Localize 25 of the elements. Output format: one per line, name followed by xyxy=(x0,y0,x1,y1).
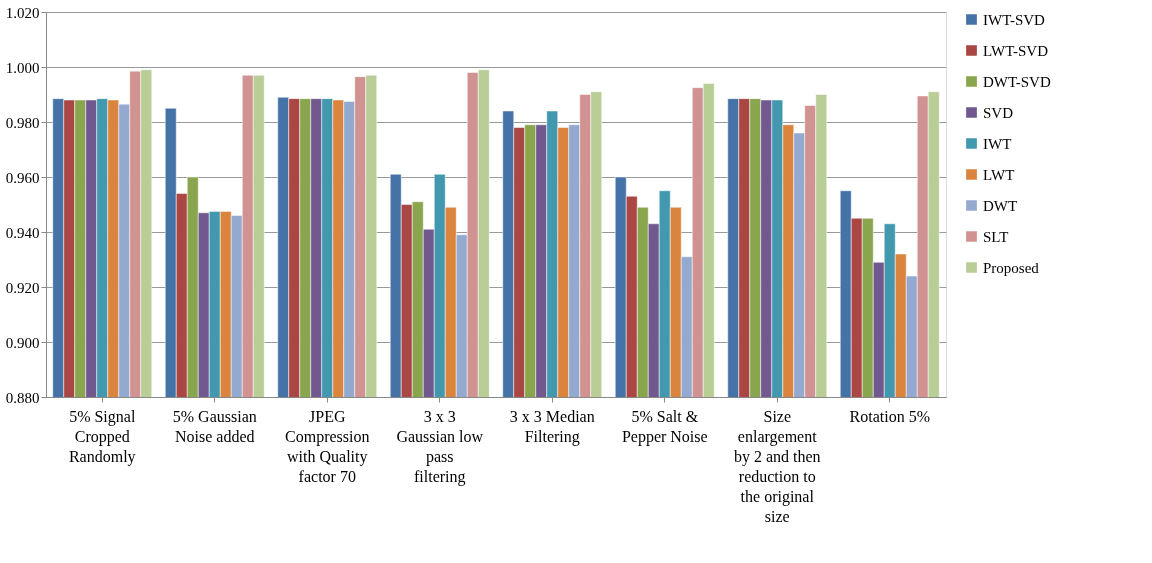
x-tick-label: JPEG Compression with Quality factor 70 xyxy=(285,407,370,485)
y-tick-label: 0.980 xyxy=(5,114,40,131)
y-tick-label: 0.920 xyxy=(5,279,40,296)
legend-label: LWT xyxy=(983,166,1015,183)
y-tick-label: 0.960 xyxy=(5,169,40,186)
x-tick-label: 3 x 3 Gaussian low pass filtering xyxy=(396,407,484,486)
legend-label: DWT xyxy=(983,197,1018,214)
legend-label: DWT-SVD xyxy=(983,73,1051,90)
legend-label: IWT-SVD xyxy=(983,11,1046,28)
legend-label: SVD xyxy=(983,104,1014,121)
x-tick-label: 3 x 3 Median Filtering xyxy=(509,407,595,446)
x-tick-label: Rotation 5% xyxy=(849,407,930,425)
legend-label: LWT-SVD xyxy=(983,42,1049,59)
legend-label: Proposed xyxy=(983,259,1040,276)
x-tick-label: 5% Signal Cropped Randomly xyxy=(68,407,136,466)
legend-label: IWT xyxy=(983,135,1012,152)
y-tick-label: 0.880 xyxy=(5,389,40,406)
y-tick-label: 0.900 xyxy=(5,334,40,351)
y-tick-label: 0.940 xyxy=(5,224,40,241)
x-tick-label: 5% Gaussian Noise added xyxy=(172,407,257,445)
y-tick-label: 1.020 xyxy=(5,4,40,21)
y-tick-label: 1.000 xyxy=(5,59,40,76)
x-tick-label: 5% Salt & Pepper Noise xyxy=(621,407,708,446)
x-tick-label: Size enlargement by 2 and then reduction to the original size xyxy=(733,407,821,525)
legend-label: SLT xyxy=(983,228,1009,245)
